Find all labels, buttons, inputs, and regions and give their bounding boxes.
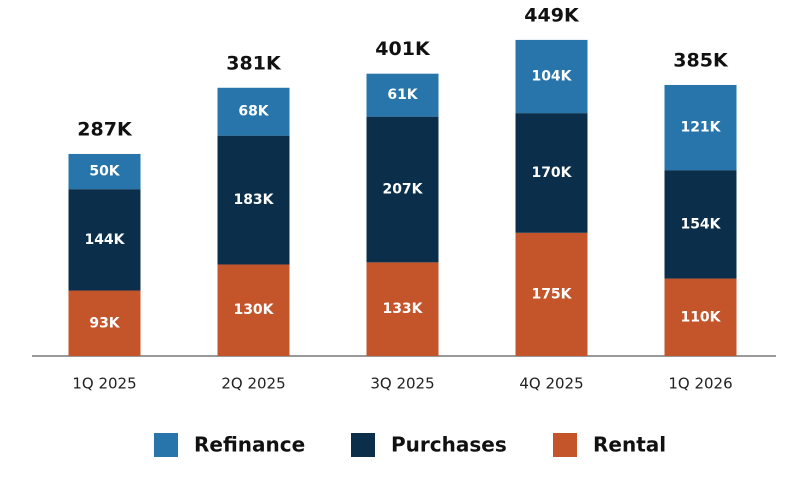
bar-segment (664, 84, 737, 171)
bar-segment (68, 290, 141, 356)
value-label: 207K (382, 182, 423, 198)
legend-swatch (154, 433, 178, 457)
value-label: 154K (680, 216, 721, 232)
value-label: 110K (680, 309, 721, 325)
x-tick-label: 1Q 2026 (668, 375, 732, 393)
bar-segment (366, 116, 439, 263)
bar-segment (664, 170, 737, 279)
legend-label: Refinance (194, 433, 305, 457)
x-tick-label: 1Q 2025 (72, 375, 136, 393)
total-label: 449K (524, 4, 580, 26)
value-label: 61K (387, 87, 418, 103)
total-label: 401K (375, 38, 431, 60)
value-label: 133K (382, 301, 423, 317)
total-label: 381K (226, 52, 282, 74)
bar-segment (217, 135, 290, 265)
legend-label: Purchases (391, 433, 507, 457)
value-label: 93K (89, 315, 120, 331)
bar-segment (515, 39, 588, 114)
value-label: 144K (84, 232, 125, 248)
bar-segment (366, 262, 439, 356)
value-label: 170K (531, 165, 572, 181)
bar-segment (515, 232, 588, 356)
value-label: 183K (233, 192, 274, 208)
bar-segment (217, 87, 290, 136)
x-tick-label: 3Q 2025 (370, 375, 434, 393)
bar-segment (366, 73, 439, 117)
value-label: 175K (531, 286, 572, 302)
bar-segment (217, 264, 290, 356)
bar-segment (68, 189, 141, 291)
legend-label: Rental (593, 433, 666, 457)
bar-segment (664, 278, 737, 356)
value-label: 130K (233, 302, 274, 318)
x-tick-label: 4Q 2025 (519, 375, 583, 393)
bar-segment (68, 153, 141, 190)
total-label: 287K (77, 118, 133, 140)
value-label: 104K (531, 69, 572, 85)
legend-swatch (351, 433, 375, 457)
bar-segment (515, 113, 588, 233)
legend-swatch (553, 433, 577, 457)
value-label: 121K (680, 120, 721, 136)
value-label: 50K (89, 164, 120, 180)
total-label: 385K (673, 49, 729, 71)
x-tick-label: 2Q 2025 (221, 375, 285, 393)
value-label: 68K (238, 104, 269, 120)
